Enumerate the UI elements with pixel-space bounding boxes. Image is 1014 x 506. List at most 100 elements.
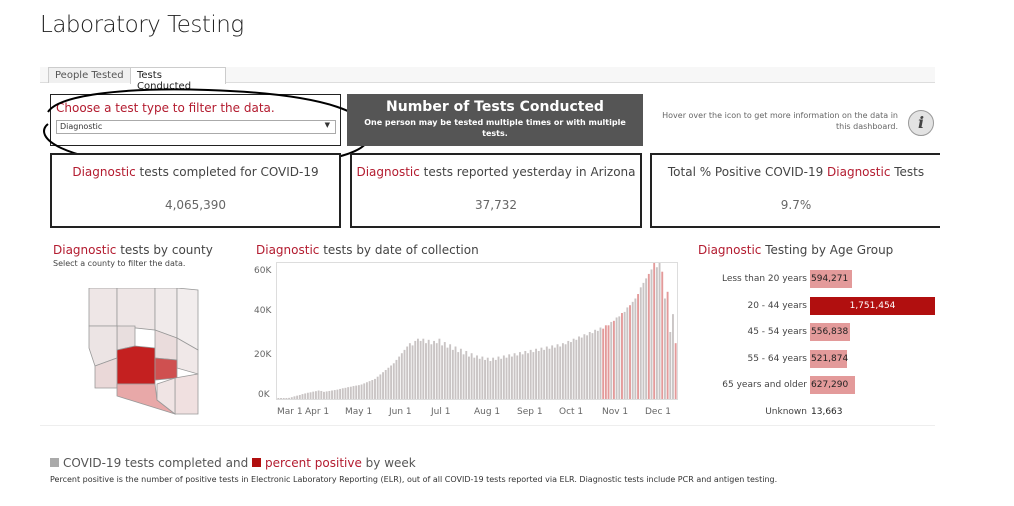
date-bar[interactable] xyxy=(610,321,613,399)
date-bar[interactable] xyxy=(293,396,296,399)
date-bar[interactable] xyxy=(545,346,548,399)
date-bar[interactable] xyxy=(352,386,355,399)
date-bar[interactable] xyxy=(494,359,497,399)
date-bar[interactable] xyxy=(419,340,422,399)
date-bar[interactable] xyxy=(457,352,460,399)
date-bar[interactable] xyxy=(301,394,304,399)
age-row[interactable]: 20 - 44 years 1,751,454 xyxy=(697,296,935,315)
date-bar[interactable] xyxy=(349,386,352,399)
date-bar[interactable] xyxy=(449,344,452,399)
date-bar[interactable] xyxy=(365,382,368,399)
date-bar[interactable] xyxy=(406,346,409,399)
date-bar[interactable] xyxy=(537,350,540,399)
date-bar[interactable] xyxy=(422,338,425,399)
date-bar[interactable] xyxy=(339,388,342,399)
age-bar[interactable] xyxy=(810,270,853,288)
date-bar[interactable] xyxy=(347,387,350,399)
date-bar[interactable] xyxy=(320,390,323,399)
date-bar[interactable] xyxy=(596,330,599,399)
date-bar[interactable] xyxy=(629,305,631,399)
age-bar[interactable] xyxy=(810,376,855,394)
age-row[interactable]: 65 years and older 627,290 xyxy=(697,376,935,394)
date-bar[interactable] xyxy=(580,337,583,399)
date-bar[interactable] xyxy=(672,314,674,399)
date-bar[interactable] xyxy=(669,332,672,399)
date-bar[interactable] xyxy=(604,325,607,399)
date-bar[interactable] xyxy=(607,325,610,399)
date-bar[interactable] xyxy=(363,383,366,399)
date-bar[interactable] xyxy=(306,392,309,399)
date-bar[interactable] xyxy=(492,357,495,399)
date-bar[interactable] xyxy=(527,353,529,399)
date-bar[interactable] xyxy=(588,332,591,399)
date-bar[interactable] xyxy=(298,394,301,399)
date-bar[interactable] xyxy=(559,346,562,399)
date-bar[interactable] xyxy=(379,374,382,399)
date-bar[interactable] xyxy=(524,350,527,399)
date-bar[interactable] xyxy=(567,340,570,399)
date-bar[interactable] xyxy=(647,273,650,399)
date-bar[interactable] xyxy=(344,387,347,399)
test-type-select[interactable]: Diagnostic ▼ xyxy=(56,120,336,134)
date-bar[interactable] xyxy=(540,347,543,399)
date-bar[interactable] xyxy=(602,328,605,399)
date-bar[interactable] xyxy=(575,339,578,399)
date-bar[interactable] xyxy=(621,313,623,399)
date-bar[interactable] xyxy=(489,361,492,399)
date-bar[interactable] xyxy=(564,344,567,399)
date-bar[interactable] xyxy=(548,348,551,399)
date-bar[interactable] xyxy=(476,355,478,399)
date-bar[interactable] xyxy=(553,347,556,399)
date-bar[interactable] xyxy=(331,390,333,399)
date-bar[interactable] xyxy=(459,348,462,399)
date-bar[interactable] xyxy=(382,372,384,399)
age-bar[interactable] xyxy=(810,323,850,341)
date-bar[interactable] xyxy=(433,340,435,399)
date-bar[interactable] xyxy=(591,333,594,399)
date-bar[interactable] xyxy=(360,384,363,399)
date-bar[interactable] xyxy=(521,354,524,399)
date-bar[interactable] xyxy=(336,389,339,399)
date-bar[interactable] xyxy=(376,376,379,399)
info-icon[interactable]: i xyxy=(908,110,934,136)
arizona-county-map[interactable] xyxy=(85,288,205,416)
date-bar[interactable] xyxy=(497,356,500,399)
date-bar[interactable] xyxy=(328,390,331,399)
date-bar[interactable] xyxy=(411,345,414,399)
date-bar[interactable] xyxy=(653,263,656,399)
date-bar[interactable] xyxy=(586,335,589,399)
date-bar[interactable] xyxy=(341,388,344,399)
age-chart[interactable]: Less than 20 years 594,271 20 - 44 years 1,… xyxy=(697,270,935,430)
date-bar[interactable] xyxy=(510,356,513,399)
date-bar[interactable] xyxy=(333,390,336,399)
age-row[interactable]: 55 - 64 years 521,874 xyxy=(697,349,935,368)
date-bar[interactable] xyxy=(312,391,315,399)
date-bar[interactable] xyxy=(505,357,508,399)
date-bar[interactable] xyxy=(599,327,602,399)
date-bar[interactable] xyxy=(285,398,288,399)
date-bar[interactable] xyxy=(532,352,535,399)
date-bar[interactable] xyxy=(317,390,320,399)
date-bar[interactable] xyxy=(403,349,406,399)
date-bar[interactable] xyxy=(612,320,615,399)
date-bar[interactable] xyxy=(395,359,398,399)
date-bar[interactable] xyxy=(357,385,360,399)
date-bar[interactable] xyxy=(371,380,374,399)
date-bar[interactable] xyxy=(470,353,473,399)
date-bar[interactable] xyxy=(578,336,580,399)
date-bar[interactable] xyxy=(661,271,664,399)
date-bar[interactable] xyxy=(355,385,358,399)
date-bar[interactable] xyxy=(516,355,519,399)
date-bar[interactable] xyxy=(473,357,476,399)
date-bar[interactable] xyxy=(304,393,307,399)
date-bar[interactable] xyxy=(615,317,618,399)
date-bar[interactable] xyxy=(570,342,572,399)
date-bar[interactable] xyxy=(309,392,312,399)
date-bar[interactable] xyxy=(427,339,430,399)
date-bar[interactable] xyxy=(430,344,433,399)
date-bar[interactable] xyxy=(535,348,537,399)
date-bar[interactable] xyxy=(368,381,371,399)
date-bar[interactable] xyxy=(462,354,465,399)
date-bar[interactable] xyxy=(519,352,521,399)
date-bar[interactable] xyxy=(392,363,395,399)
